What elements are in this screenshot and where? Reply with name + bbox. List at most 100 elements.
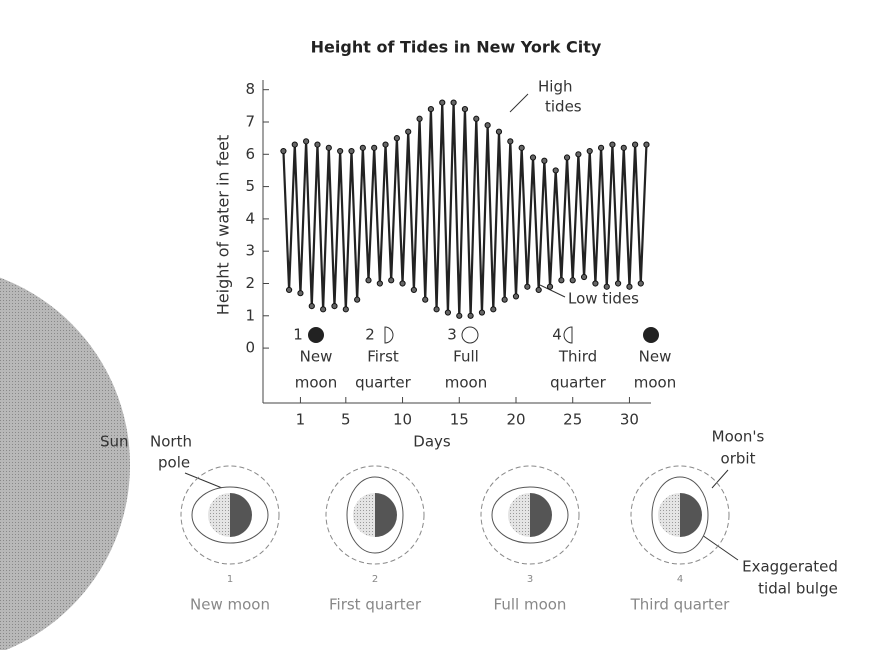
pointer [539, 284, 566, 298]
tide-point [388, 277, 395, 284]
label: Moon's [712, 428, 765, 446]
tide-point [580, 273, 588, 281]
tide-point [467, 312, 474, 319]
phase-name: First [367, 348, 399, 366]
tide-point [371, 144, 378, 151]
earth-night [508, 493, 530, 537]
tide-point [382, 141, 389, 148]
x-tick-label: 1 [296, 411, 306, 429]
tide-point [546, 283, 554, 290]
moon-symbol [643, 327, 659, 343]
tide-point [490, 306, 497, 313]
phase-name: moon [445, 374, 487, 392]
annotation: High [538, 78, 572, 96]
annotation: tides [545, 98, 582, 116]
label: North [150, 433, 192, 451]
y-tick-label: 7 [245, 112, 255, 130]
label: orbit [721, 450, 756, 468]
tide-point [433, 306, 440, 313]
tide-point [422, 296, 429, 303]
phase-number: 1 [293, 326, 303, 344]
moon-symbol [384, 326, 394, 344]
tide-point [478, 309, 486, 316]
pointer [509, 93, 529, 113]
phase-name: Full [453, 348, 479, 366]
tide-point [456, 312, 463, 319]
tide-point [586, 147, 593, 155]
tide-point [626, 283, 633, 290]
y-tick-label: 3 [245, 242, 255, 260]
tide-point [569, 277, 576, 284]
tide-point [592, 280, 599, 287]
x-tick-label: 30 [620, 411, 639, 429]
label: pole [158, 454, 190, 472]
y-tick-label: 4 [245, 209, 255, 227]
panel-caption: First quarter [329, 596, 422, 614]
tide-point [507, 138, 514, 145]
phase-name: Third [558, 348, 597, 366]
panel-number: 4 [677, 574, 683, 585]
tide-point [637, 280, 644, 287]
y-tick-label: 2 [245, 274, 255, 292]
tide-point [405, 128, 412, 135]
x-tick-label: 10 [393, 411, 412, 429]
tide-point [393, 135, 400, 142]
phase-name: New [300, 348, 333, 366]
tide-point [501, 296, 508, 303]
tide-point [280, 147, 287, 155]
sun-label: Sun [100, 433, 129, 451]
moon-symbol [461, 326, 479, 344]
chart-title: Height of Tides in New York City [311, 38, 602, 57]
tide-point [354, 296, 361, 303]
earth-day [680, 493, 702, 537]
tide-point [359, 144, 366, 151]
panel-number: 3 [527, 574, 533, 585]
tide-point [484, 122, 491, 129]
earth-night [353, 493, 375, 537]
earth-day [530, 493, 552, 537]
phase-number: 2 [365, 326, 375, 344]
tide-point [495, 128, 503, 135]
moon-symbol [563, 326, 573, 344]
tide-point [320, 306, 327, 313]
tide-point [535, 286, 542, 294]
tide-point [552, 167, 559, 174]
tide-point [541, 157, 548, 164]
moon-orbit [630, 465, 730, 565]
tide-point [473, 115, 480, 122]
tide-point [399, 280, 406, 287]
tide-point [609, 141, 616, 148]
panel-caption: Full moon [494, 596, 567, 614]
moon-orbit [180, 465, 280, 565]
phase-name: moon [634, 374, 676, 392]
sun [0, 277, 130, 650]
tide-point [325, 144, 332, 151]
phase-number: 4 [552, 326, 562, 344]
annotation: Low tides [568, 290, 639, 308]
pointer [701, 534, 739, 561]
panel-caption: New moon [190, 596, 270, 614]
tide-point [427, 105, 435, 113]
tide-point [439, 99, 446, 106]
tide-point [348, 147, 355, 155]
label: Exaggerated [742, 558, 838, 576]
tide-point [308, 303, 315, 310]
tide-point [450, 99, 457, 106]
tide-point [558, 277, 565, 284]
tide-point [524, 283, 531, 290]
tide-point [337, 147, 344, 155]
tide-point [597, 144, 605, 151]
moon-orbit [480, 465, 580, 565]
moon-orbit [325, 465, 425, 565]
y-tick-label: 8 [245, 80, 255, 98]
tide-point [632, 141, 639, 148]
earth-night [658, 493, 680, 537]
pointer [711, 469, 729, 489]
moon-symbol [308, 327, 324, 343]
tide-point [291, 141, 298, 148]
earth-night [208, 493, 230, 537]
tide-point [285, 286, 293, 294]
phase-number: 3 [447, 326, 457, 344]
tide-point [376, 280, 383, 287]
